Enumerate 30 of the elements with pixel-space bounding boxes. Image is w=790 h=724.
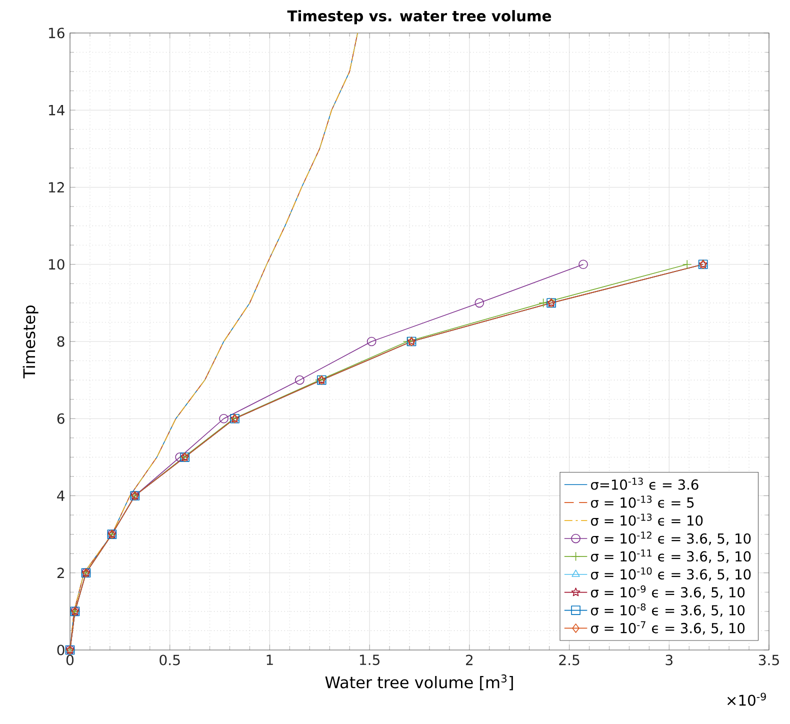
legend-label: σ = 10$^{-13}$ ϵ = 10: [590, 514, 703, 526]
y-tick-label: 16: [49, 28, 64, 38]
y-axis-title: Timestep: [22, 305, 38, 378]
chart-title: Timestep vs. water tree volume: [287, 10, 552, 24]
y-tick-label: 12: [49, 182, 64, 192]
y-tick-label: 4: [57, 490, 64, 501]
y-tick-label: 14: [49, 105, 64, 116]
x-tick-label: 0: [66, 654, 74, 666]
x-tick-label: 1.5: [360, 654, 380, 666]
legend-label: σ = 10$^{-10}$ ϵ = 3.6, 5, 10: [590, 567, 751, 581]
legend-label: σ = 10$^{-9}$ ϵ = 3.6, 5, 10: [590, 585, 745, 599]
x-tick-label: 3: [666, 654, 672, 666]
y-tick-label: 10: [49, 259, 64, 270]
y-tick-label: 8: [57, 336, 64, 347]
text: ×10$^{-9}$: [727, 692, 766, 706]
x-tick-label: 3.5: [758, 654, 779, 666]
y-tick-label: 2: [57, 568, 64, 578]
x-axis-title: Water tree volume [m$^{3}$]: [325, 674, 513, 690]
legend-label: σ = 10$^{-7}$ ϵ = 3.6, 5, 10: [590, 621, 745, 635]
y-tick-label: 0: [57, 644, 64, 656]
x-tick-label: 1: [266, 654, 273, 665]
x-tick-label: 2: [466, 654, 472, 666]
y-tick-label: 6: [57, 413, 64, 424]
legend-label: σ = 10$^{-12}$ ϵ = 3.6, 5, 10: [590, 532, 751, 546]
legend-label: σ = 10$^{-13}$ ϵ = 5: [590, 496, 694, 508]
legend-label: σ = 10$^{-11}$ ϵ = 3.6, 5, 10: [590, 550, 751, 563]
legend-label: σ=10$^{-13}$ ϵ = 3.6: [590, 478, 698, 490]
x-tick-label: 2.5: [559, 654, 580, 666]
x-tick-label: 0.5: [160, 654, 180, 666]
legend-label: σ = 10$^{-8}$ ϵ = 3.6, 5, 10: [590, 603, 745, 617]
